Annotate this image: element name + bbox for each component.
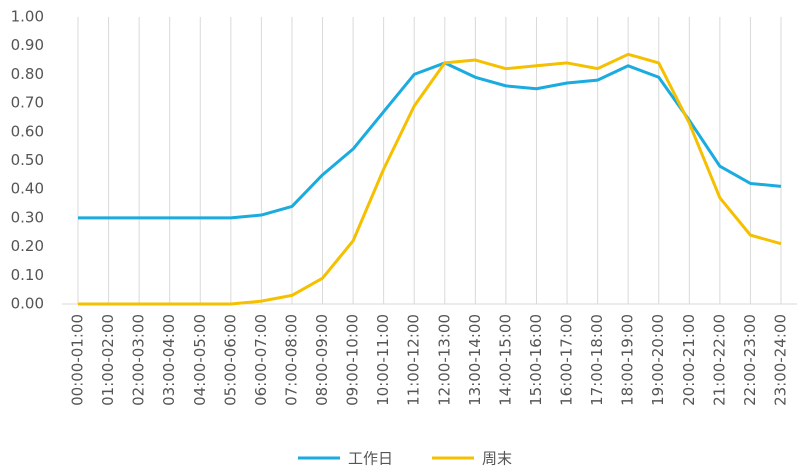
x-tick-label: 14:00-15:00	[496, 314, 514, 406]
series-line	[78, 52, 782, 306]
y-tick-label: 0.70	[11, 94, 44, 112]
y-tick-label: 0.20	[11, 237, 44, 255]
x-tick-label: 20:00-21:00	[680, 314, 698, 406]
y-tick-label: 0.80	[11, 65, 44, 83]
x-tick-label: 22:00-23:00	[741, 314, 759, 406]
x-tick-label: 16:00-17:00	[558, 314, 576, 406]
x-tick-label: 19:00-20:00	[649, 314, 667, 406]
y-tick-label: 1.00	[11, 8, 44, 26]
x-tick-label: 23:00-24:00	[772, 314, 790, 406]
x-tick-label: 11:00-12:00	[405, 314, 423, 406]
y-tick-label: 0.30	[11, 208, 44, 226]
x-tick-label: 17:00-18:00	[588, 314, 606, 406]
series-line	[78, 61, 782, 220]
x-tick-label: 21:00-22:00	[710, 314, 728, 406]
x-tick-label: 01:00-02:00	[99, 314, 117, 406]
x-tick-label: 00:00-01:00	[69, 314, 87, 406]
y-tick-label: 0.10	[11, 266, 44, 284]
legend-label: 周末	[482, 450, 512, 468]
y-tick-label: 0.50	[11, 151, 44, 169]
x-tick-label: 10:00-11:00	[374, 314, 392, 406]
y-tick-label: 0.60	[11, 122, 44, 140]
y-tick-label: 0.90	[11, 36, 44, 54]
x-tick-label: 05:00-06:00	[221, 314, 239, 406]
x-tick-label: 12:00-13:00	[435, 314, 453, 406]
x-tick-label: 18:00-19:00	[619, 314, 637, 406]
x-tick-label: 13:00-14:00	[466, 314, 484, 406]
x-tick-label: 06:00-07:00	[252, 314, 270, 406]
x-tick-label: 08:00-09:00	[313, 314, 331, 406]
x-tick-label: 15:00-16:00	[527, 314, 545, 406]
y-tick-label: 0.00	[11, 295, 44, 313]
x-tick-label: 07:00-08:00	[282, 314, 300, 406]
x-tick-label: 03:00-04:00	[160, 314, 178, 406]
x-tick-label: 04:00-05:00	[191, 314, 209, 406]
y-tick-label: 0.40	[11, 180, 44, 198]
x-tick-label: 09:00-10:00	[344, 314, 362, 406]
legend-label: 工作日	[348, 450, 393, 468]
x-tick-label: 02:00-03:00	[130, 314, 148, 406]
